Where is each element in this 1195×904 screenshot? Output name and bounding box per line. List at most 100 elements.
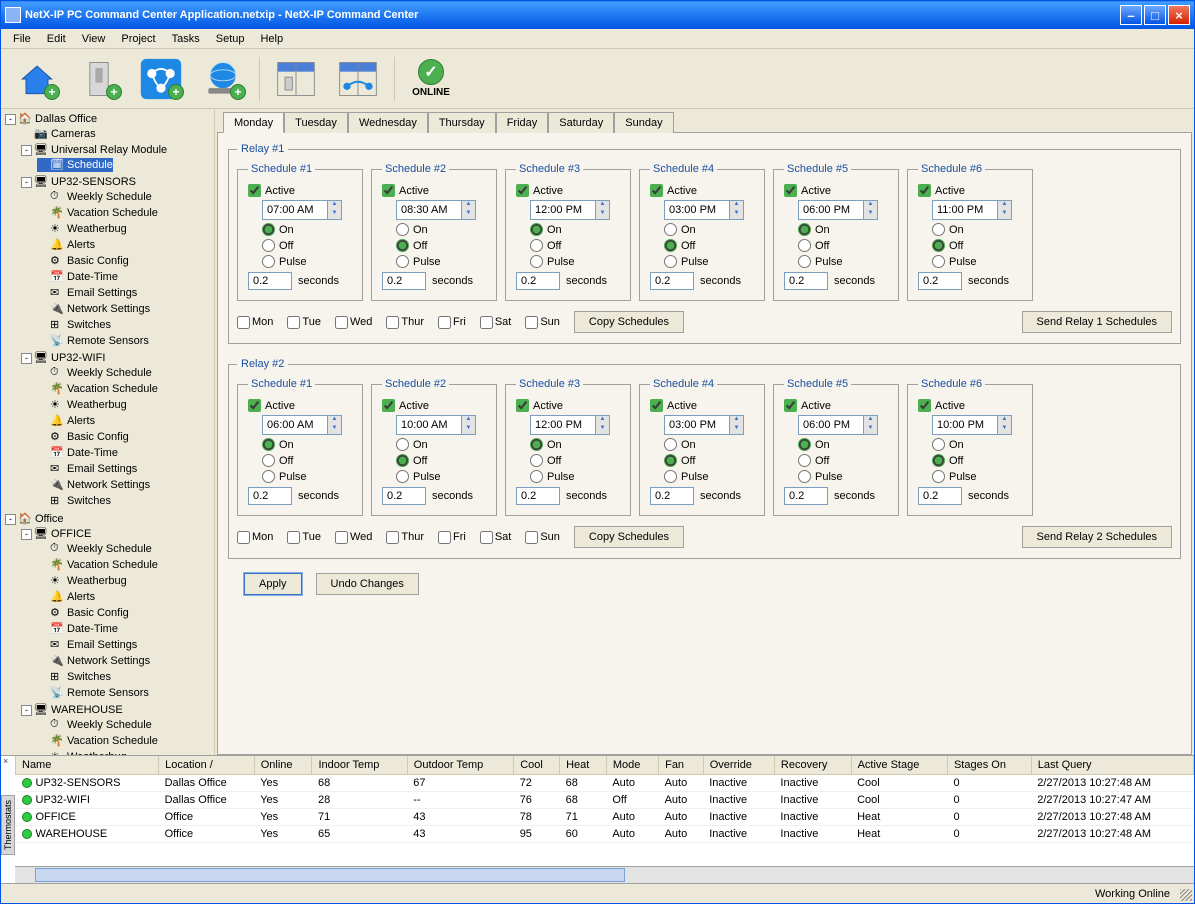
active-checkbox[interactable] (650, 184, 663, 197)
spin-up-icon[interactable]: ▲ (864, 201, 877, 210)
mode-radio-off[interactable] (262, 239, 275, 252)
time-spinner[interactable]: ▲▼ (396, 200, 476, 220)
tab-wednesday[interactable]: Wednesday (348, 112, 428, 133)
column-header[interactable]: Recovery (774, 756, 851, 775)
column-header[interactable]: Online (254, 756, 312, 775)
day-checkbox-sat[interactable] (480, 531, 493, 544)
tree-item[interactable]: 🔔Alerts (37, 414, 95, 428)
time-spinner[interactable]: ▲▼ (262, 415, 342, 435)
tree-item[interactable]: 📡Remote Sensors (37, 686, 149, 700)
spin-up-icon[interactable]: ▲ (462, 201, 475, 210)
spin-up-icon[interactable]: ▲ (730, 416, 743, 425)
menu-view[interactable]: View (74, 31, 114, 47)
tree-item[interactable]: ⚙Basic Config (37, 254, 129, 268)
undo-button[interactable]: Undo Changes (316, 573, 419, 595)
spin-up-icon[interactable]: ▲ (730, 201, 743, 210)
column-header[interactable]: Active Stage (851, 756, 947, 775)
spin-down-icon[interactable]: ▼ (328, 425, 341, 434)
day-checkbox-sat[interactable] (480, 316, 493, 329)
tree-item[interactable]: ⊞Switches (37, 318, 111, 332)
tree-item[interactable]: ⚙Basic Config (37, 606, 129, 620)
time-input[interactable] (933, 204, 997, 216)
mode-radio-pulse[interactable] (798, 255, 811, 268)
table-row[interactable]: UP32-WIFIDallas OfficeYes28--7668OffAuto… (16, 792, 1194, 809)
column-header[interactable]: Indoor Temp (312, 756, 407, 775)
time-input[interactable] (531, 204, 595, 216)
tree-item[interactable]: 📡Remote Sensors (37, 334, 149, 348)
column-header[interactable]: Heat (560, 756, 607, 775)
mode-radio-on[interactable] (530, 438, 543, 451)
pulse-input[interactable] (784, 272, 828, 290)
tree-item[interactable]: -🖥UP32-WIFI (21, 351, 212, 365)
tree-item[interactable]: 🗓Schedule (37, 158, 113, 172)
expand-icon[interactable]: - (21, 145, 32, 156)
expand-icon[interactable]: - (21, 177, 32, 188)
pulse-input[interactable] (918, 272, 962, 290)
spin-down-icon[interactable]: ▼ (730, 210, 743, 219)
column-header[interactable]: Mode (606, 756, 658, 775)
pulse-input[interactable] (516, 487, 560, 505)
table-row[interactable]: UP32-SENSORSDallas OfficeYes68677268Auto… (16, 775, 1194, 792)
copy-schedules-button[interactable]: Copy Schedules (574, 526, 684, 548)
spin-up-icon[interactable]: ▲ (596, 201, 609, 210)
tree-item[interactable]: 📅Date-Time (37, 622, 118, 636)
mode-radio-pulse[interactable] (396, 255, 409, 268)
tree-item[interactable]: -🏠Office (5, 512, 212, 526)
new-internet-button[interactable]: + (193, 55, 253, 103)
active-checkbox[interactable] (650, 399, 663, 412)
mode-radio-off[interactable] (530, 239, 543, 252)
menu-tasks[interactable]: Tasks (164, 31, 208, 47)
spin-down-icon[interactable]: ▼ (864, 210, 877, 219)
pulse-input[interactable] (516, 272, 560, 290)
tree-item[interactable]: ⊞Switches (37, 670, 111, 684)
close-button[interactable]: × (1168, 5, 1190, 25)
tree-pane[interactable]: -🏠Dallas Office📷Cameras-🖥Universal Relay… (1, 109, 215, 755)
tab-thursday[interactable]: Thursday (428, 112, 496, 133)
time-input[interactable] (397, 204, 461, 216)
tree-item[interactable]: -🖥OFFICE (21, 527, 212, 541)
mode-radio-pulse[interactable] (262, 255, 275, 268)
pulse-input[interactable] (650, 487, 694, 505)
day-checkbox-mon[interactable] (237, 531, 250, 544)
spin-up-icon[interactable]: ▲ (462, 416, 475, 425)
time-input[interactable] (799, 204, 863, 216)
spin-down-icon[interactable]: ▼ (328, 210, 341, 219)
mode-radio-pulse[interactable] (396, 470, 409, 483)
spin-up-icon[interactable]: ▲ (998, 416, 1011, 425)
send-schedules-button[interactable]: Send Relay 1 Schedules (1022, 311, 1172, 333)
expand-icon[interactable]: - (21, 353, 32, 364)
mode-radio-on[interactable] (932, 223, 945, 236)
mode-radio-pulse[interactable] (530, 255, 543, 268)
time-input[interactable] (665, 204, 729, 216)
mode-radio-off[interactable] (530, 454, 543, 467)
mode-radio-on[interactable] (664, 438, 677, 451)
mode-radio-pulse[interactable] (530, 470, 543, 483)
pulse-input[interactable] (248, 487, 292, 505)
new-switch-button[interactable]: + (69, 55, 129, 103)
time-spinner[interactable]: ▲▼ (932, 200, 1012, 220)
time-spinner[interactable]: ▲▼ (932, 415, 1012, 435)
maximize-button[interactable]: □ (1144, 5, 1166, 25)
tree-item[interactable]: ☀Weatherbug (37, 398, 127, 412)
active-checkbox[interactable] (784, 184, 797, 197)
mode-radio-pulse[interactable] (664, 470, 677, 483)
mode-radio-pulse[interactable] (262, 470, 275, 483)
mode-radio-off[interactable] (396, 454, 409, 467)
day-checkbox-sun[interactable] (525, 316, 538, 329)
pulse-input[interactable] (382, 487, 426, 505)
tab-sunday[interactable]: Sunday (614, 112, 673, 133)
mode-radio-off[interactable] (664, 454, 677, 467)
day-checkbox-wed[interactable] (335, 316, 348, 329)
menu-help[interactable]: Help (252, 31, 291, 47)
tree-item[interactable]: ✉Email Settings (37, 462, 137, 476)
spin-up-icon[interactable]: ▲ (864, 416, 877, 425)
new-network-button[interactable]: + (131, 55, 191, 103)
active-checkbox[interactable] (918, 184, 931, 197)
day-checkbox-mon[interactable] (237, 316, 250, 329)
menu-file[interactable]: File (5, 31, 39, 47)
tree-item[interactable]: -🏠Dallas Office (5, 112, 212, 126)
time-input[interactable] (799, 419, 863, 431)
tree-item[interactable]: ⚙Basic Config (37, 430, 129, 444)
mode-radio-off[interactable] (932, 454, 945, 467)
spin-up-icon[interactable]: ▲ (596, 416, 609, 425)
